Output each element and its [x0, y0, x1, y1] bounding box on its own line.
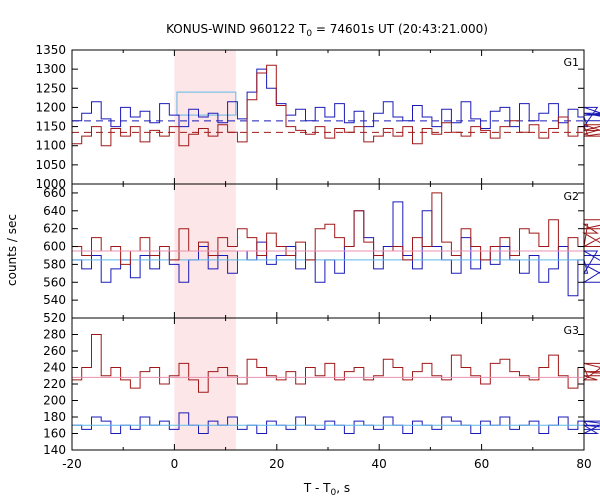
- y-tick-label: 1100: [35, 139, 66, 153]
- y-tick-label: 560: [43, 275, 66, 289]
- panel-label: G2: [563, 190, 579, 203]
- chart-panels: 1000 1050 1100 1150 1200 1250 1300 1350 G1 520 540…: [35, 43, 600, 471]
- y-tick-label: 240: [43, 361, 66, 375]
- panel-g2: 520 540 560 580 600 620 640 660 G2: [43, 183, 600, 325]
- x-tick-label: 20: [269, 457, 284, 471]
- x-tick-label: 40: [372, 457, 387, 471]
- y-tick-label: 1050: [35, 158, 66, 172]
- panel-g3: 140 160 180 200 220 240 260 280 -20 0 20 40 60 80 G3: [43, 317, 600, 471]
- series-blue-line: [72, 412, 600, 434]
- x-tick-label: 80: [576, 457, 591, 471]
- chart-title: KONUS-WIND 960122 T0 = 74601s UT (20:43:…: [166, 22, 488, 39]
- x-axis-label: T - T0, s: [303, 481, 350, 498]
- y-tick-label: 580: [43, 257, 66, 271]
- y-tick-label: 620: [43, 222, 66, 236]
- panel-frame: [71, 317, 585, 451]
- y-tick-label: 1300: [35, 62, 66, 76]
- y-tick-label: 600: [43, 240, 66, 254]
- series-red-line: [72, 192, 600, 265]
- y-tick-label: 160: [43, 427, 66, 441]
- y-tick-label: 200: [43, 394, 66, 408]
- panel-g1: 1000 1050 1100 1150 1200 1250 1300 1350 G1: [35, 43, 600, 191]
- y-tick-label: 1200: [35, 100, 66, 114]
- x-tick-label: 60: [474, 457, 489, 471]
- series-blue-line: [72, 201, 600, 297]
- interval-box: [176, 91, 237, 116]
- shaded-interval: [174, 318, 236, 450]
- y-tick-label: 260: [43, 344, 66, 358]
- y-tick-label: 1250: [35, 81, 66, 95]
- y-tick-label: 520: [43, 311, 66, 325]
- series-red-line: [72, 334, 600, 393]
- y-tick-label: 640: [43, 204, 66, 218]
- y-tick-label: 1350: [35, 43, 66, 57]
- y-tick-label: 1150: [35, 120, 66, 134]
- y-tick-label: 660: [43, 186, 66, 200]
- panel-label: G1: [563, 56, 579, 69]
- x-tick-label: -20: [62, 457, 82, 471]
- y-tick-label: 540: [43, 293, 66, 307]
- y-axis-label: counts / sec: [5, 214, 19, 286]
- series-blue-line: [72, 68, 600, 129]
- panel-label: G3: [563, 324, 579, 337]
- y-tick-label: 280: [43, 328, 66, 342]
- y-tick-label: 140: [43, 443, 66, 457]
- y-tick-label: 180: [43, 410, 66, 424]
- x-tick-label: 0: [171, 457, 179, 471]
- series-red-line: [72, 64, 600, 147]
- y-tick-label: 220: [43, 377, 66, 391]
- y-tick-label: 1000: [35, 177, 66, 191]
